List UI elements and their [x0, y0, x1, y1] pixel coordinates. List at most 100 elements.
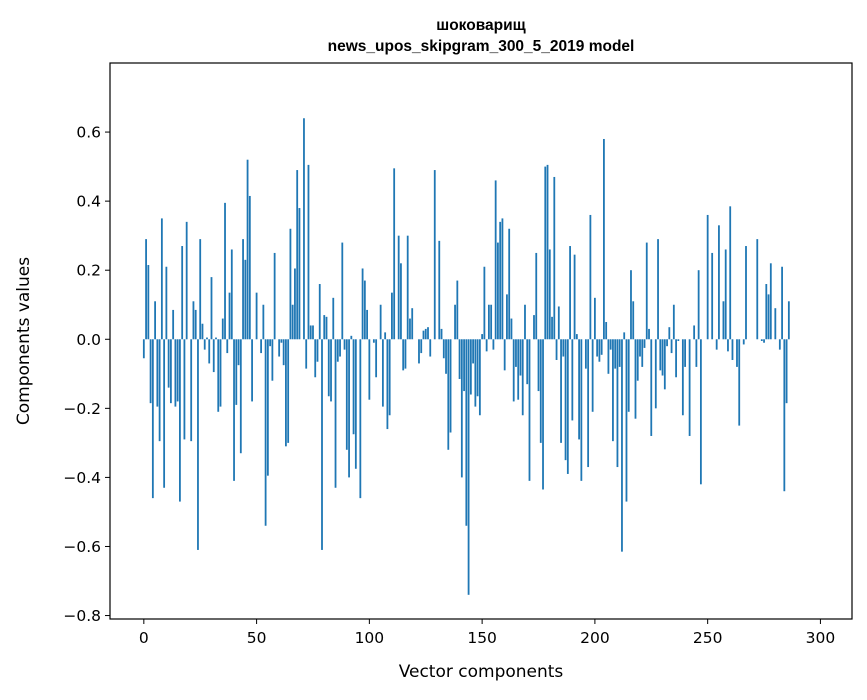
bar-32: [215, 337, 217, 340]
bar-197: [587, 339, 590, 468]
bar-62: [282, 339, 285, 366]
bar-272: [756, 239, 759, 340]
bar-242: [688, 339, 691, 436]
bar-224: [648, 328, 650, 340]
bar-67: [294, 268, 296, 340]
bar-79: [321, 339, 323, 550]
bar-223: [645, 242, 648, 340]
bar-228: [657, 239, 659, 340]
bar-176: [539, 339, 542, 443]
bar-153: [487, 304, 490, 340]
bar-86: [336, 339, 339, 362]
bar-87: [339, 339, 341, 357]
bar-37: [226, 339, 229, 354]
x-tick-label: 200: [580, 629, 610, 647]
bar-117: [406, 235, 409, 340]
bar-89: [343, 339, 346, 350]
bar-211: [618, 339, 621, 367]
bar-125: [424, 328, 427, 340]
bar-6: [156, 339, 159, 407]
bar-30: [210, 277, 213, 340]
bar-191: [573, 254, 576, 340]
bar-58: [273, 252, 276, 340]
bar-163: [510, 318, 513, 340]
chart-subtitle: news_upos_skipgram_300_5_2019 model: [328, 38, 635, 55]
y-tick-label: 0.0: [76, 331, 101, 349]
bar-264: [738, 339, 741, 426]
bar-11: [167, 339, 170, 388]
bar-29: [208, 339, 211, 364]
bar-100: [368, 339, 371, 400]
y-tick-label: 0.4: [76, 193, 101, 211]
bar-143: [465, 339, 468, 526]
bar-161: [506, 294, 508, 340]
bar-152: [485, 339, 488, 352]
bar-170: [526, 339, 529, 385]
bar-91: [348, 339, 350, 478]
bar-24: [197, 339, 199, 550]
bar-138: [454, 304, 456, 340]
bar-157: [497, 242, 499, 340]
bar-103: [375, 339, 378, 378]
bar-9: [163, 339, 166, 488]
bar-43: [239, 339, 242, 454]
bar-63: [285, 339, 287, 447]
bar-27: [203, 339, 206, 350]
bar-182: [553, 176, 556, 340]
bar-275: [763, 339, 765, 343]
bar-124: [422, 330, 425, 340]
bar-156: [494, 180, 497, 340]
bar-274: [760, 339, 763, 341]
bar-85: [334, 339, 337, 488]
bar-111: [393, 168, 396, 340]
bar-4: [151, 339, 154, 499]
bar-52: [260, 339, 262, 354]
bar-225: [650, 339, 653, 436]
bar-227: [654, 339, 657, 409]
y-axis-label: Components values: [14, 257, 34, 425]
bar-122: [418, 339, 420, 364]
bar-204: [603, 138, 605, 340]
bar-208: [612, 339, 614, 442]
bar-260: [729, 206, 732, 340]
bar-258: [724, 249, 727, 340]
bar-83: [330, 339, 332, 402]
bar-82: [327, 339, 330, 397]
bar-25: [199, 239, 202, 340]
bar-184: [557, 306, 560, 340]
bar-136: [449, 339, 452, 433]
bar-216: [630, 270, 632, 340]
bar-192: [575, 334, 578, 340]
x-tick-label: 50: [247, 629, 267, 647]
bar-280: [774, 308, 777, 340]
x-tick-label: 150: [467, 629, 497, 647]
bar-98: [363, 280, 366, 340]
bar-186: [562, 339, 565, 357]
bar-77: [316, 339, 319, 362]
bar-189: [569, 246, 571, 340]
bar-252: [711, 252, 714, 340]
bar-215: [627, 339, 630, 412]
y-tick-label: −0.2: [63, 400, 101, 418]
bar-259: [727, 339, 729, 352]
bar-107: [384, 332, 387, 340]
bar-12: [169, 339, 172, 404]
bar-114: [400, 263, 402, 340]
bar-180: [548, 249, 551, 340]
bar-146: [472, 339, 474, 364]
bar-39: [230, 249, 233, 340]
bar-44: [242, 239, 244, 340]
bar-155: [492, 339, 495, 350]
bar-45: [244, 259, 247, 340]
bar-179: [546, 164, 549, 340]
bar-16: [179, 339, 181, 502]
bar-74: [309, 325, 312, 340]
bar-285: [785, 339, 788, 404]
bar-247: [699, 339, 702, 485]
bar-105: [379, 304, 382, 340]
bar-283: [781, 266, 783, 340]
bar-261: [731, 339, 734, 360]
bar-115: [402, 339, 405, 371]
bar-47: [248, 195, 251, 340]
y-tick-label: −0.4: [63, 469, 101, 487]
